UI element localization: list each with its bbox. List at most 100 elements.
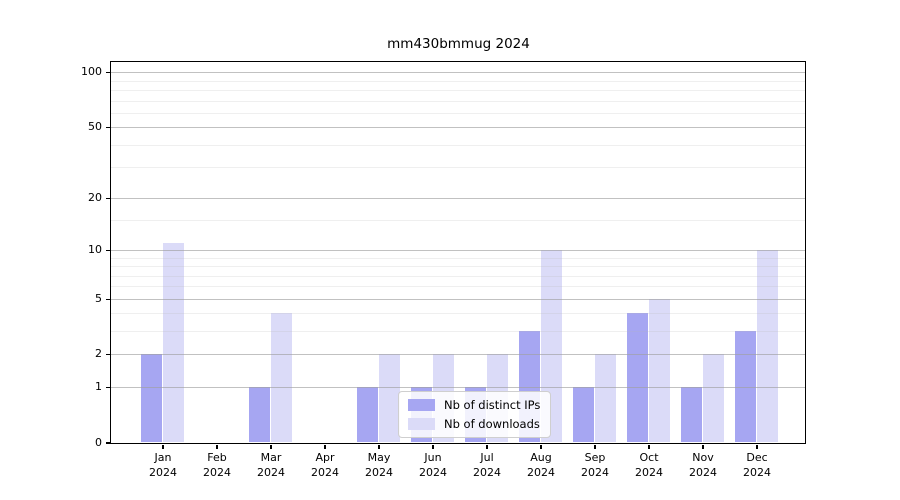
x-tick-label-month: Mar — [260, 451, 282, 464]
minor-gridline — [111, 112, 805, 114]
x-tick-label-month: Sep — [584, 451, 606, 464]
x-tick-label-year: 2024 — [203, 466, 231, 479]
y-tick-mark — [106, 198, 110, 200]
minor-gridline — [111, 257, 805, 259]
legend: Nb of distinct IPs Nb of downloads — [398, 391, 552, 438]
y-tick-label: 5 — [95, 291, 102, 305]
x-tick-label: Mar 2024 — [241, 450, 301, 480]
x-tick-label-year: 2024 — [257, 466, 285, 479]
legend-label-downloads: Nb of downloads — [444, 417, 540, 431]
x-tick-label-month: Jan — [154, 451, 172, 464]
x-tick-mark — [432, 445, 434, 449]
x-tick-label-month: May — [367, 451, 391, 464]
bar-distinct-ips-oct — [626, 313, 649, 443]
x-tick-label: Apr 2024 — [295, 450, 355, 480]
bar-downloads-mar — [270, 313, 293, 443]
x-tick-label: Oct 2024 — [619, 450, 679, 480]
y-tick-mark — [106, 250, 110, 252]
bar-distinct-ips-may — [356, 386, 379, 443]
minor-gridline — [111, 275, 805, 277]
x-tick-label-year: 2024 — [689, 466, 717, 479]
y-tick-mark — [106, 72, 110, 74]
y-tick-label: 10 — [88, 243, 102, 257]
x-tick-label-month: Feb — [207, 451, 227, 464]
x-tick-label-month: Jun — [424, 451, 442, 464]
y-tick-label: 100 — [81, 65, 102, 79]
x-tick-label-year: 2024 — [419, 466, 447, 479]
minor-gridline — [111, 331, 805, 333]
x-tick-mark — [270, 445, 272, 449]
minor-gridline — [111, 313, 805, 315]
minor-gridline — [111, 90, 805, 92]
bar-downloads-dec — [756, 250, 779, 443]
legend-swatch-distinct-ips — [408, 399, 435, 411]
bar-downloads-sep — [594, 354, 617, 443]
x-tick-label-month: Aug — [530, 451, 552, 464]
x-tick-label-month: Jul — [480, 451, 494, 464]
bar-distinct-ips-jan — [140, 354, 163, 443]
legend-label-distinct-ips: Nb of distinct IPs — [444, 398, 541, 412]
y-tick-mark — [106, 298, 110, 300]
y-tick-label: 20 — [88, 191, 102, 205]
x-tick-label: Jun 2024 — [403, 450, 463, 480]
x-tick-mark — [378, 445, 380, 449]
bar-downloads-may — [378, 354, 401, 443]
x-tick-mark — [702, 445, 704, 449]
x-tick-label-year: 2024 — [635, 466, 663, 479]
major-gridline — [111, 354, 805, 356]
major-gridline — [111, 386, 805, 388]
y-tick-label: 2 — [95, 347, 102, 361]
x-tick-label: May 2024 — [349, 450, 409, 480]
y-tick-label: 1 — [95, 379, 102, 393]
plot-area: Nb of distinct IPs Nb of downloads — [110, 61, 806, 444]
bar-downloads-oct — [648, 298, 671, 443]
legend-swatch-downloads — [408, 418, 435, 430]
y-tick-mark — [106, 442, 110, 444]
x-tick-label-year: 2024 — [743, 466, 771, 479]
minor-gridline — [111, 286, 805, 288]
y-tick-mark — [106, 127, 110, 129]
major-gridline — [111, 198, 805, 200]
x-tick-mark — [486, 445, 488, 449]
x-tick-label: Dec 2024 — [727, 450, 787, 480]
x-tick-label-year: 2024 — [149, 466, 177, 479]
x-tick-mark — [162, 445, 164, 449]
x-tick-label: Jul 2024 — [457, 450, 517, 480]
bar-distinct-ips-mar — [248, 386, 271, 443]
bar-downloads-nov — [702, 354, 725, 443]
legend-item-distinct-ips: Nb of distinct IPs — [408, 398, 540, 412]
x-tick-label: Feb 2024 — [187, 450, 247, 480]
x-tick-label-year: 2024 — [365, 466, 393, 479]
major-gridline — [111, 298, 805, 300]
bar-distinct-ips-sep — [572, 386, 595, 443]
major-gridline — [111, 127, 805, 129]
x-tick-label: Sep 2024 — [565, 450, 625, 480]
x-tick-label-month: Dec — [746, 451, 768, 464]
chart-title: mm430bmmug 2024 — [387, 36, 530, 52]
x-tick-label: Nov 2024 — [673, 450, 733, 480]
x-tick-label-month: Oct — [639, 451, 659, 464]
x-tick-label-year: 2024 — [581, 466, 609, 479]
x-tick-label-month: Apr — [315, 451, 335, 464]
x-tick-label-month: Nov — [692, 451, 714, 464]
major-gridline — [111, 72, 805, 74]
x-tick-mark — [756, 445, 758, 449]
x-tick-label: Aug 2024 — [511, 450, 571, 480]
minor-gridline — [111, 144, 805, 146]
minor-gridline — [111, 220, 805, 222]
x-tick-mark — [648, 445, 650, 449]
y-tick-label: 50 — [88, 120, 102, 134]
minor-gridline — [111, 266, 805, 268]
bar-downloads-jan — [162, 243, 185, 443]
x-tick-mark — [540, 445, 542, 449]
y-tick-mark — [106, 354, 110, 356]
minor-gridline — [111, 100, 805, 102]
major-gridline — [111, 250, 805, 252]
x-tick-label: Jan 2024 — [133, 450, 193, 480]
minor-gridline — [111, 167, 805, 169]
y-tick-label: 0 — [95, 435, 102, 449]
x-tick-label-year: 2024 — [527, 466, 555, 479]
x-tick-mark — [324, 445, 326, 449]
x-tick-mark — [594, 445, 596, 449]
